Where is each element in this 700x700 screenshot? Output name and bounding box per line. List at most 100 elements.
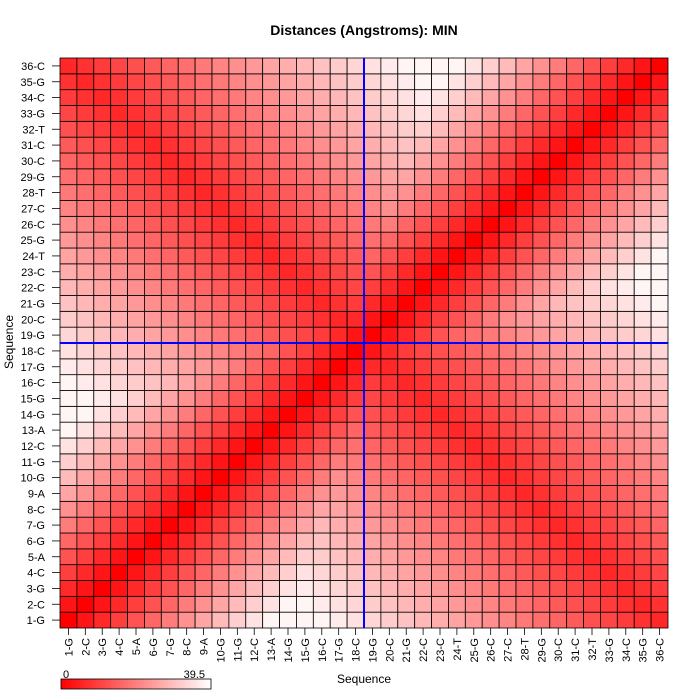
heatmap-cell (228, 595, 247, 613)
heatmap-cell (397, 184, 416, 201)
heatmap-cells (59, 57, 669, 629)
heatmap-cell (160, 247, 179, 265)
heatmap-cell (532, 168, 551, 186)
heatmap-cell (312, 295, 331, 312)
heatmap-cell (481, 611, 500, 629)
heatmap-cell (329, 358, 348, 376)
heatmap-cell (380, 358, 399, 376)
heatmap-cell (397, 231, 416, 249)
heatmap-cell (633, 580, 652, 597)
heatmap-cell (566, 152, 584, 170)
heatmap-cell (431, 485, 449, 502)
heatmap-cell (600, 453, 618, 471)
heatmap-cell (160, 168, 179, 186)
heatmap-cell (296, 453, 314, 471)
heatmap-cell (329, 548, 348, 566)
heatmap-cell (397, 168, 416, 186)
heatmap-cell (329, 310, 348, 328)
heatmap-cell (76, 73, 95, 91)
heatmap-cell (160, 200, 179, 217)
heatmap-cell (397, 595, 416, 613)
heatmap-cell (160, 136, 179, 154)
heatmap-cell (127, 200, 145, 217)
heatmap-cell (431, 184, 449, 201)
heatmap-cell (127, 168, 145, 186)
heatmap-cell (160, 548, 179, 566)
heatmap-cell (481, 342, 500, 360)
heatmap-cell (448, 200, 466, 217)
x-tick-label: 14-G (283, 638, 295, 662)
heatmap-cell (177, 105, 196, 122)
heatmap-cell (549, 326, 568, 344)
heatmap-cell (414, 200, 432, 217)
heatmap-cell (414, 342, 432, 360)
heatmap-cell (363, 390, 382, 407)
heatmap-cell (296, 200, 314, 217)
y-tick-label: 34-C (21, 93, 45, 105)
heatmap-cell (228, 136, 247, 154)
heatmap-cell (414, 580, 432, 597)
heatmap-cell (380, 500, 399, 518)
heatmap-cell (363, 342, 382, 360)
heatmap-cell (59, 136, 78, 154)
heatmap-cell (414, 326, 432, 344)
heatmap-cell (144, 326, 162, 344)
heatmap-cell (566, 500, 584, 518)
heatmap-cell (566, 516, 584, 534)
heatmap-cell (279, 215, 297, 233)
heatmap-cell (76, 564, 95, 581)
heatmap-cell (144, 57, 162, 75)
heatmap-cell (296, 469, 314, 486)
heatmap-cell (160, 215, 179, 233)
heatmap-cell (380, 437, 399, 455)
heatmap-cell (312, 247, 331, 265)
heatmap-cell (583, 564, 601, 581)
heatmap-cell (464, 611, 483, 629)
heatmap-cell (312, 342, 331, 360)
heatmap-cell (414, 437, 432, 455)
heatmap-cell (481, 532, 500, 550)
heatmap-cell (616, 215, 635, 233)
heatmap-cell (380, 120, 399, 138)
heatmap-cell (498, 105, 517, 122)
heatmap-cell (93, 390, 112, 407)
heatmap-cell (211, 500, 230, 518)
heatmap-cell (600, 469, 618, 486)
heatmap-cell (228, 580, 247, 597)
heatmap-cell (312, 564, 331, 581)
heatmap-cell (160, 516, 179, 534)
heatmap-cell (515, 374, 534, 391)
heatmap-cell (600, 89, 618, 106)
heatmap-cell (633, 105, 652, 122)
heatmap-cell (616, 500, 635, 518)
heatmap-cell (228, 168, 247, 186)
heatmap-cell (177, 310, 196, 328)
heatmap-cell (228, 564, 247, 581)
heatmap-cell (549, 390, 568, 407)
heatmap-cell (93, 564, 112, 581)
heatmap-cell (515, 564, 534, 581)
heatmap-cell (346, 548, 365, 566)
heatmap-cell (498, 247, 517, 265)
heatmap-cell (616, 168, 635, 186)
heatmap-cell (160, 326, 179, 344)
heatmap-cell (228, 57, 247, 75)
heatmap-cell (177, 405, 196, 423)
heatmap-cell (144, 580, 162, 597)
heatmap-cell (329, 73, 348, 91)
heatmap-cell (566, 136, 584, 154)
heatmap-cell (194, 595, 213, 613)
heatmap-cell (110, 500, 128, 518)
heatmap-cell (93, 548, 112, 566)
heatmap-cell (296, 310, 314, 328)
heatmap-cell (515, 358, 534, 376)
heatmap-cell (397, 215, 416, 233)
heatmap-cell (481, 184, 500, 201)
heatmap-cell (414, 453, 432, 471)
heatmap-cell (194, 295, 213, 312)
heatmap-cell (127, 437, 145, 455)
heatmap-cell (600, 152, 618, 170)
heatmap-cell (498, 57, 517, 75)
heatmap-cell (296, 247, 314, 265)
heatmap-cell (481, 152, 500, 170)
